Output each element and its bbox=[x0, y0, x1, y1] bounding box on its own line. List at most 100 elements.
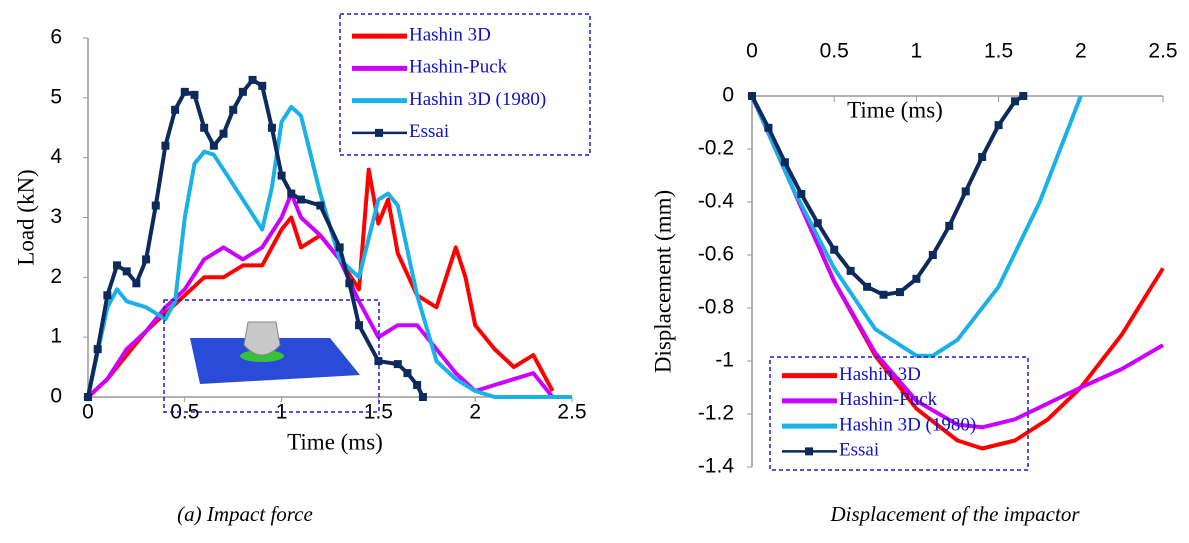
series-marker bbox=[151, 201, 160, 210]
caption: Displacement of the impactor bbox=[829, 502, 1080, 526]
x-tick-label: 2 bbox=[469, 401, 481, 424]
series-marker bbox=[316, 201, 325, 210]
series-marker bbox=[945, 221, 954, 230]
series-marker bbox=[142, 255, 151, 264]
inset-plate bbox=[190, 338, 360, 384]
series-marker bbox=[355, 321, 364, 330]
series-marker bbox=[830, 245, 839, 254]
y-tick-label: 0 bbox=[50, 385, 62, 408]
legend-label: Essai bbox=[839, 440, 879, 461]
x-tick-label: 2.5 bbox=[557, 401, 586, 424]
y-tick-label: -1.2 bbox=[698, 402, 734, 425]
series-marker bbox=[1019, 92, 1028, 100]
series-marker bbox=[84, 393, 92, 401]
y-tick-label: 4 bbox=[50, 145, 62, 168]
y-tick-label: 1 bbox=[50, 325, 62, 348]
series-marker bbox=[287, 189, 296, 198]
x-tick-label: 2 bbox=[1075, 40, 1087, 63]
series-line bbox=[750, 95, 1165, 430]
inset-impactor bbox=[243, 321, 281, 356]
series-marker bbox=[780, 158, 789, 167]
series-marker bbox=[879, 290, 888, 299]
series-marker bbox=[418, 393, 427, 401]
series-marker bbox=[335, 243, 344, 252]
legend-label: Hashin 3D (1980) bbox=[839, 414, 976, 435]
series-marker bbox=[132, 279, 141, 288]
series-marker bbox=[258, 81, 267, 90]
inset-frame bbox=[163, 299, 380, 413]
series-line bbox=[750, 95, 1165, 451]
y-tick-label: 0 bbox=[722, 84, 734, 107]
legend-marker bbox=[805, 447, 813, 456]
series-line bbox=[750, 95, 1083, 358]
series-marker bbox=[813, 219, 822, 228]
series-marker bbox=[895, 288, 904, 297]
series-marker bbox=[267, 123, 276, 132]
legend-label: Hashin 3D bbox=[409, 24, 491, 45]
x-tick-label: 0 bbox=[746, 40, 758, 63]
legend-label: Hashin-Puck bbox=[409, 57, 508, 78]
series-marker bbox=[113, 261, 122, 270]
legend-marker bbox=[375, 128, 383, 137]
series-marker bbox=[961, 187, 970, 196]
series-marker bbox=[103, 291, 112, 300]
y-tick-label: 2 bbox=[50, 265, 62, 288]
y-tick-label: 3 bbox=[50, 205, 62, 228]
x-tick-label: 1.5 bbox=[984, 40, 1013, 63]
inset-damage bbox=[240, 350, 284, 362]
series-marker bbox=[238, 87, 247, 96]
series-marker bbox=[413, 381, 422, 390]
x-axis-title: Time (ms) bbox=[287, 429, 383, 454]
series-marker bbox=[1011, 97, 1020, 106]
y-tick-label: 6 bbox=[50, 26, 62, 49]
x-axis-title: Time (ms) bbox=[847, 97, 943, 122]
y-axis-title: Load (kN) bbox=[13, 169, 38, 265]
y-tick-label: -0.6 bbox=[698, 243, 734, 266]
series-marker bbox=[928, 251, 937, 259]
legend: Hashin 3D Hashin-Puck Hashin 3D (1980) Essa… bbox=[339, 13, 591, 156]
series-marker bbox=[978, 152, 987, 161]
y-tick-label: -0.4 bbox=[698, 190, 735, 213]
y-axis-title: Displacement (mm) bbox=[650, 190, 675, 373]
series-marker bbox=[248, 75, 257, 84]
series-marker bbox=[122, 267, 131, 276]
series-marker bbox=[209, 141, 218, 150]
series-marker bbox=[229, 105, 238, 114]
x-tick-label: 1 bbox=[276, 401, 288, 424]
series-marker bbox=[797, 190, 806, 199]
series-marker bbox=[912, 274, 921, 283]
legend: Hashin 3D Hashin-Puck Hashin 3D (1980) Essa… bbox=[769, 356, 1029, 471]
caption: (a) Impact force bbox=[177, 502, 313, 526]
series-marker bbox=[846, 266, 855, 275]
y-tick-label: 5 bbox=[50, 85, 62, 108]
x-tick-label: 1.5 bbox=[364, 401, 393, 424]
x-tick-label: 0 bbox=[82, 401, 94, 424]
chart: 0 -0.2 -0.4 -0.6 -0.8 -1 -1.2 -1.4 0 0.5 1 1.5 2 2.5 T… bbox=[650, 40, 1177, 526]
x-tick-label: 1 bbox=[911, 40, 923, 63]
series-marker bbox=[764, 123, 773, 132]
y-tick-label: -0.2 bbox=[698, 137, 734, 160]
series-line bbox=[750, 94, 1025, 297]
legend-label: Hashin-Puck bbox=[839, 389, 938, 410]
series-marker bbox=[296, 195, 305, 204]
y-tick-label: -1.4 bbox=[698, 455, 735, 478]
series-marker bbox=[277, 171, 286, 180]
legend-label: Essai bbox=[409, 121, 449, 142]
legend-label: Hashin 3D bbox=[839, 364, 921, 385]
series-marker bbox=[994, 121, 1003, 130]
inset bbox=[163, 299, 380, 413]
series-marker bbox=[200, 123, 209, 132]
series-marker bbox=[190, 90, 199, 99]
series-marker bbox=[393, 360, 402, 369]
x-tick-label: 0.5 bbox=[820, 40, 849, 63]
legend-frame bbox=[769, 356, 1029, 471]
series-marker bbox=[93, 345, 102, 354]
series-marker bbox=[161, 141, 170, 150]
series-marker bbox=[171, 105, 180, 114]
series-marker bbox=[863, 282, 872, 291]
series-marker bbox=[219, 129, 228, 138]
legend-label: Hashin 3D (1980) bbox=[409, 89, 546, 110]
series-marker bbox=[748, 92, 756, 100]
